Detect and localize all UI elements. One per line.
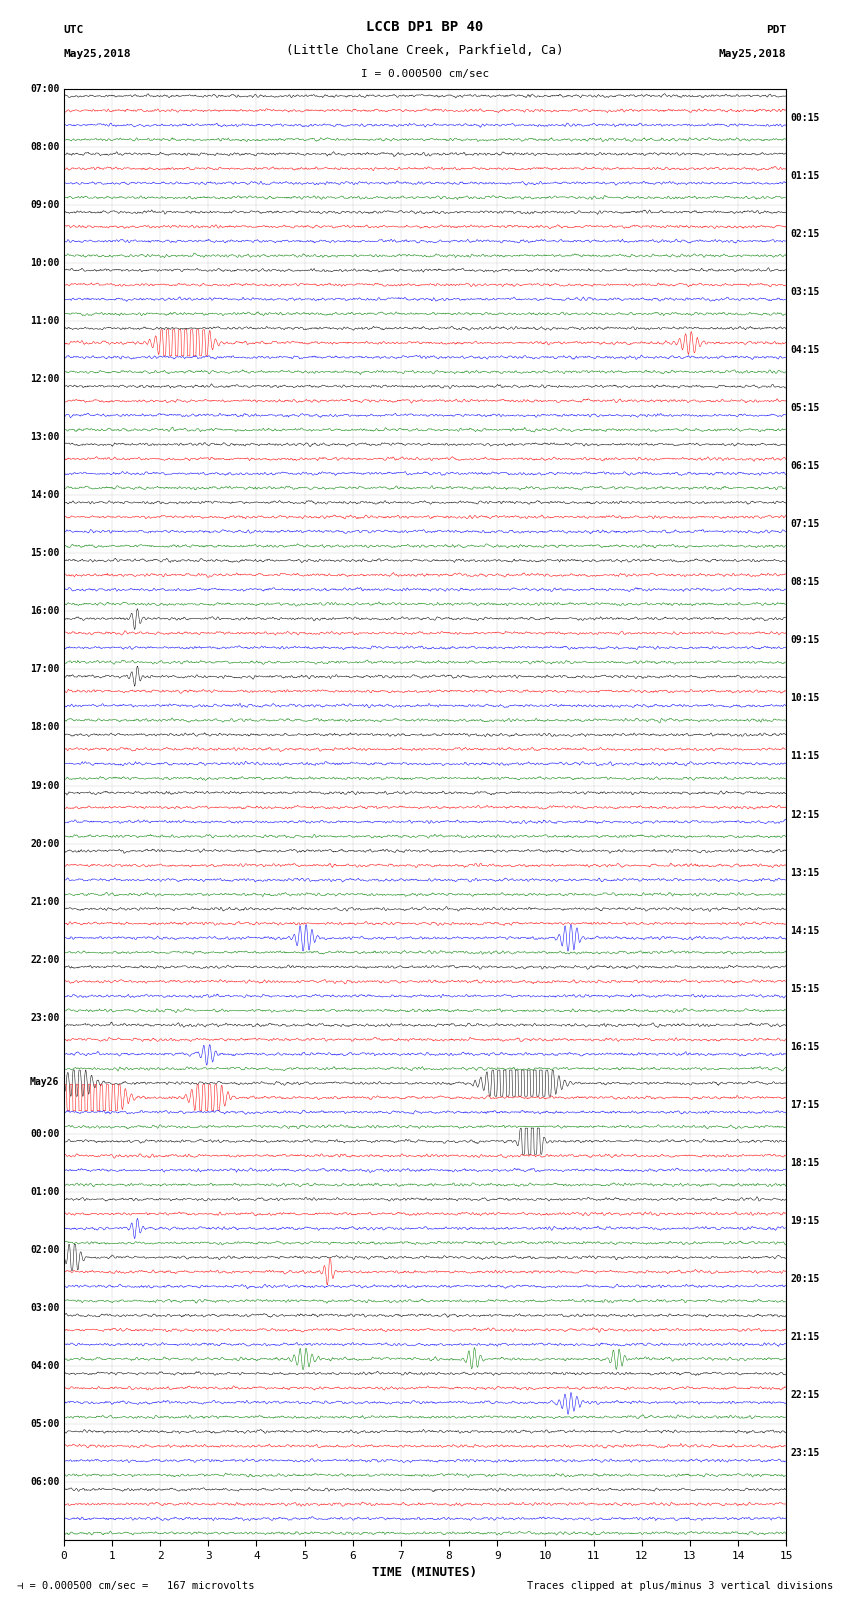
Text: 03:15: 03:15 <box>790 287 820 297</box>
Text: 04:00: 04:00 <box>30 1361 60 1371</box>
Text: 07:15: 07:15 <box>790 519 820 529</box>
Text: PDT: PDT <box>766 24 786 35</box>
Text: Traces clipped at plus/minus 3 vertical divisions: Traces clipped at plus/minus 3 vertical … <box>527 1581 833 1590</box>
Text: 19:15: 19:15 <box>790 1216 820 1226</box>
Text: 02:15: 02:15 <box>790 229 820 239</box>
Text: 18:15: 18:15 <box>790 1158 820 1168</box>
Text: 00:15: 00:15 <box>790 113 820 123</box>
Text: 16:15: 16:15 <box>790 1042 820 1052</box>
Text: 20:00: 20:00 <box>30 839 60 848</box>
Text: (Little Cholane Creek, Parkfield, Ca): (Little Cholane Creek, Parkfield, Ca) <box>286 44 564 58</box>
Text: 18:00: 18:00 <box>30 723 60 732</box>
Text: 21:00: 21:00 <box>30 897 60 907</box>
Text: 01:00: 01:00 <box>30 1187 60 1197</box>
Text: 08:00: 08:00 <box>30 142 60 152</box>
Text: 05:15: 05:15 <box>790 403 820 413</box>
Text: May25,2018: May25,2018 <box>719 48 786 58</box>
Text: 02:00: 02:00 <box>30 1245 60 1255</box>
Text: 23:15: 23:15 <box>790 1448 820 1458</box>
Text: 22:15: 22:15 <box>790 1390 820 1400</box>
Text: 03:00: 03:00 <box>30 1303 60 1313</box>
Text: 07:00: 07:00 <box>30 84 60 94</box>
Text: 12:00: 12:00 <box>30 374 60 384</box>
Text: 15:15: 15:15 <box>790 984 820 994</box>
Text: 17:00: 17:00 <box>30 665 60 674</box>
Text: ⊣ = 0.000500 cm/sec =   167 microvolts: ⊣ = 0.000500 cm/sec = 167 microvolts <box>17 1581 254 1590</box>
Text: LCCB DP1 BP 40: LCCB DP1 BP 40 <box>366 19 484 34</box>
Text: 09:00: 09:00 <box>30 200 60 210</box>
Text: 11:00: 11:00 <box>30 316 60 326</box>
Text: UTC: UTC <box>64 24 84 35</box>
Text: 00:00: 00:00 <box>30 1129 60 1139</box>
Text: 23:00: 23:00 <box>30 1013 60 1023</box>
Text: May26: May26 <box>30 1077 60 1087</box>
Text: 17:15: 17:15 <box>790 1100 820 1110</box>
Text: 04:15: 04:15 <box>790 345 820 355</box>
Text: 11:15: 11:15 <box>790 752 820 761</box>
Text: I = 0.000500 cm/sec: I = 0.000500 cm/sec <box>361 69 489 79</box>
Text: 19:00: 19:00 <box>30 781 60 790</box>
Text: 15:00: 15:00 <box>30 548 60 558</box>
Text: 20:15: 20:15 <box>790 1274 820 1284</box>
Text: 12:15: 12:15 <box>790 810 820 819</box>
X-axis label: TIME (MINUTES): TIME (MINUTES) <box>372 1566 478 1579</box>
Text: 13:15: 13:15 <box>790 868 820 877</box>
Text: 01:15: 01:15 <box>790 171 820 181</box>
Text: 22:00: 22:00 <box>30 955 60 965</box>
Text: 14:00: 14:00 <box>30 490 60 500</box>
Text: 05:00: 05:00 <box>30 1419 60 1429</box>
Text: 16:00: 16:00 <box>30 606 60 616</box>
Text: 09:15: 09:15 <box>790 636 820 645</box>
Text: 10:15: 10:15 <box>790 694 820 703</box>
Text: 13:00: 13:00 <box>30 432 60 442</box>
Text: 06:00: 06:00 <box>30 1478 60 1487</box>
Text: 06:15: 06:15 <box>790 461 820 471</box>
Text: 10:00: 10:00 <box>30 258 60 268</box>
Text: 21:15: 21:15 <box>790 1332 820 1342</box>
Text: May25,2018: May25,2018 <box>64 48 131 58</box>
Text: 08:15: 08:15 <box>790 577 820 587</box>
Text: 14:15: 14:15 <box>790 926 820 936</box>
